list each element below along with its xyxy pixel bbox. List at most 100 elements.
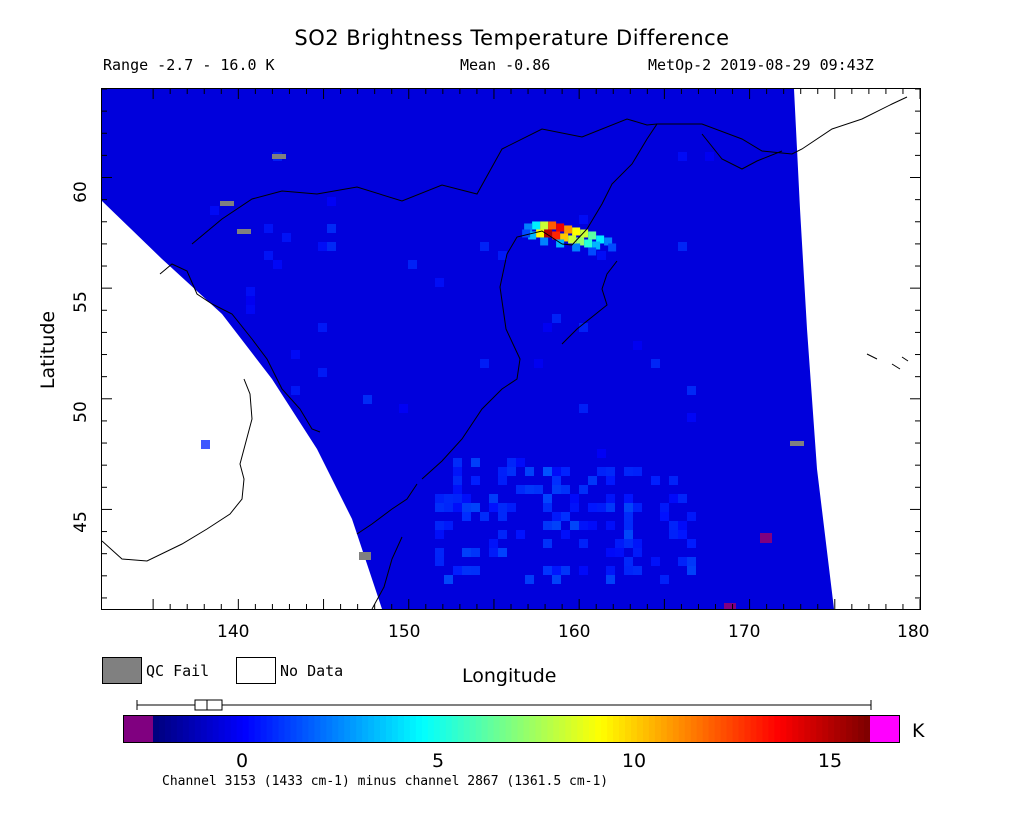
swath-pixel — [291, 350, 300, 359]
plume-pixel — [522, 229, 531, 238]
swath-pixel — [588, 476, 597, 485]
plume-pixel — [540, 237, 549, 246]
swath-pixel — [264, 251, 273, 260]
colorbar-segment — [314, 715, 321, 743]
plume-pixel — [544, 229, 553, 238]
colorbar-segment — [846, 715, 853, 743]
swath-pixel — [516, 458, 525, 467]
swath-pixel — [444, 575, 453, 584]
colorbar-segment — [631, 715, 638, 743]
coastline — [371, 536, 403, 609]
plume-pixel — [588, 247, 597, 256]
colorbar — [123, 715, 900, 743]
swath-pixel — [471, 476, 480, 485]
swath-pixel — [498, 251, 507, 260]
colorbar-segment — [595, 715, 602, 743]
swath-pixel — [552, 566, 561, 575]
colorbar-segment — [218, 715, 226, 743]
plume-pixel — [540, 221, 549, 230]
colorbar-segment — [439, 715, 447, 743]
coastline — [191, 118, 658, 245]
swath-pixel — [543, 503, 552, 512]
swath-pixel — [543, 521, 552, 530]
coastline — [356, 483, 418, 535]
swath-pixel — [453, 485, 462, 494]
colorbar-segment — [583, 715, 590, 743]
colorbar-segment — [666, 715, 674, 743]
chart-title: SO2 Brightness Temperature Difference — [294, 26, 730, 50]
colorbar-segment — [607, 715, 614, 743]
footnote: Channel 3153 (1433 cm-1) minus channel 2… — [162, 774, 609, 789]
swath-pixel — [480, 359, 489, 368]
x-axis-label: Longitude — [462, 665, 557, 687]
swath-pixel — [624, 521, 633, 530]
colorbar-segment — [392, 715, 399, 743]
swath-pixel — [633, 566, 642, 575]
swath-pixel — [579, 215, 588, 224]
colorbar-segment — [170, 715, 178, 743]
y-tick-label: 55 — [70, 291, 91, 313]
colorbar-segment — [642, 715, 650, 743]
plume-pixel — [576, 237, 585, 246]
swath-pixel — [678, 152, 687, 161]
swath-pixel — [489, 548, 498, 557]
plume-pixel — [596, 235, 605, 244]
swath-pixel — [543, 566, 552, 575]
swath-pixel — [561, 467, 570, 476]
colorbar-segment — [660, 715, 668, 743]
swath-pixel — [651, 359, 660, 368]
colorbar-segment — [415, 715, 423, 743]
colorbar-segment — [362, 715, 369, 743]
swath-pixel — [480, 242, 489, 251]
swath-pixel — [633, 548, 642, 557]
colorbar-segment — [326, 715, 333, 743]
swath-pixel — [624, 557, 633, 566]
under-range-pixel — [724, 603, 736, 609]
colorbar-segment — [577, 715, 584, 743]
colorbar-segment — [565, 715, 572, 743]
data-swath — [102, 89, 834, 609]
swath-pixel — [606, 503, 615, 512]
swath-pixel — [201, 440, 210, 449]
colorbar-segment — [433, 715, 441, 743]
coastline — [701, 133, 783, 170]
swath-pixel — [633, 467, 642, 476]
swath-pixel — [606, 476, 615, 485]
swath-pixel — [579, 566, 588, 575]
swath-pixel — [705, 152, 714, 161]
coastline — [866, 353, 909, 370]
colorbar-segment — [547, 715, 554, 743]
qc-fail-pixel — [359, 552, 371, 560]
colorbar-tick-label: 10 — [621, 750, 647, 772]
colorbar-segment — [762, 715, 770, 743]
colorbar-segment — [738, 715, 746, 743]
swath-pixel — [588, 503, 597, 512]
colorbar-segment — [403, 715, 411, 743]
swath-pixel — [552, 314, 561, 323]
colorbar-segment — [302, 715, 309, 743]
colorbar-under — [123, 715, 153, 743]
colorbar-segment — [475, 715, 483, 743]
colorbar-segment — [266, 715, 274, 743]
swath-pixel — [498, 530, 507, 539]
swath-pixel — [570, 494, 579, 503]
plume-pixel — [604, 237, 613, 246]
swath-pixel — [498, 512, 507, 521]
swath-pixel — [480, 512, 489, 521]
box-whisker-box — [194, 699, 223, 711]
colorbar-segment — [153, 715, 160, 743]
swath-pixel — [561, 485, 570, 494]
colorbar-border — [123, 715, 900, 743]
swath-pixel — [246, 296, 255, 305]
plume-pixel — [528, 231, 537, 240]
colorbar-segment — [338, 715, 345, 743]
swath-pixel — [318, 323, 327, 332]
colorbar-over — [870, 715, 900, 743]
swath-pixel — [561, 530, 570, 539]
colorbar-segment — [523, 715, 531, 743]
colorbar-segment — [296, 715, 303, 743]
swath-pixel — [471, 566, 480, 575]
colorbar-segment — [463, 715, 471, 743]
swath-pixel — [633, 341, 642, 350]
colorbar-segment — [188, 715, 196, 743]
